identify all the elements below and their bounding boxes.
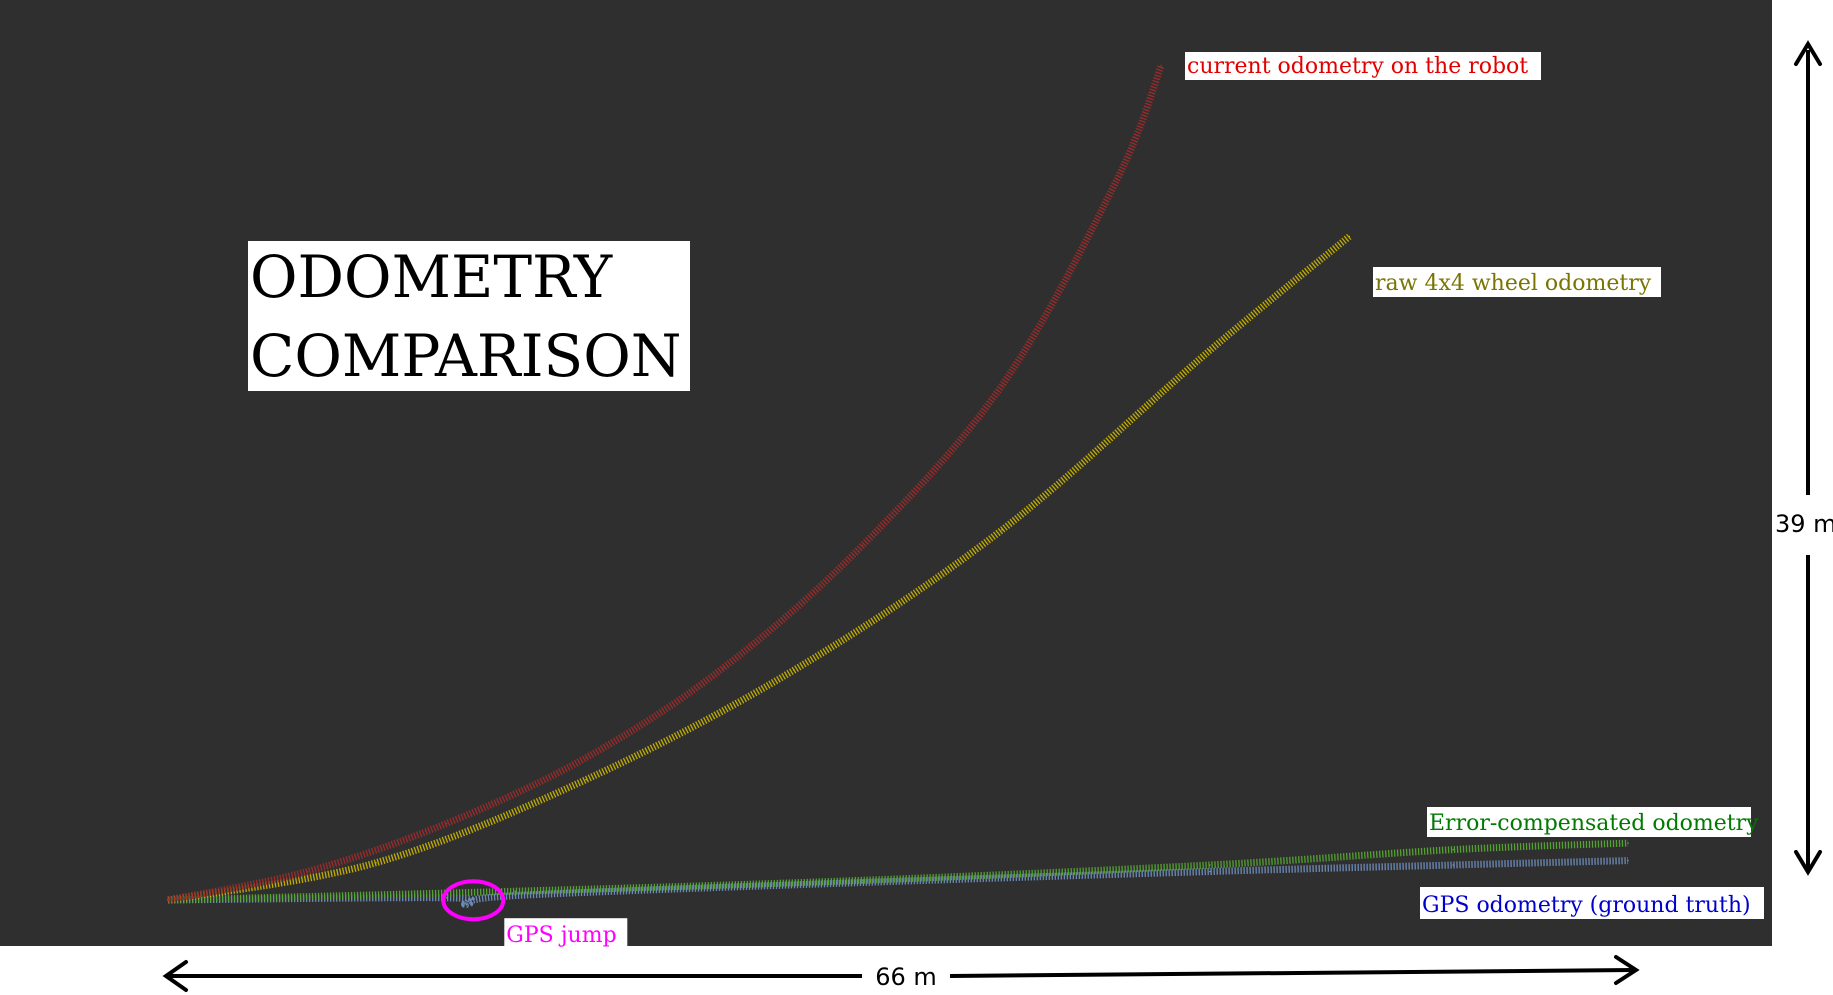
series-point-raw-4x4-wheel-odometry	[1001, 529, 1003, 531]
series-point-error-compensated-odometry	[514, 890, 517, 892]
trajectory-lines	[167, 64, 1629, 908]
plot-background	[0, 0, 1772, 946]
series-point-current-odometry-on-the-robot	[722, 667, 724, 669]
series-point-raw-4x4-wheel-odometry	[793, 669, 795, 671]
series-point-gps-odometry-ground-truth	[1627, 859, 1629, 862]
series-point-raw-4x4-wheel-odometry	[1209, 349, 1211, 352]
series-point-gps-odometry-ground-truth	[861, 881, 864, 884]
series-point-error-compensated-odometry	[1209, 864, 1211, 866]
series-point-gps-odometry-ground-truth	[514, 894, 517, 897]
series-line-current-odometry-on-the-robot	[167, 64, 1165, 904]
series-point-raw-4x4-wheel-odometry	[1348, 235, 1351, 238]
legend-label-gps-odometry-ground-truth: GPS odometry (ground truth)	[1420, 887, 1764, 919]
series-point-raw-4x4-wheel-odometry	[375, 862, 377, 864]
x-arrow-right-head	[1614, 955, 1640, 985]
legend-label-text: GPS odometry (ground truth)	[1422, 893, 1751, 918]
series-point-gps-odometry-ground-truth	[1452, 864, 1454, 866]
y-extent-label: 39 m	[1775, 510, 1833, 538]
series-point-current-odometry-on-the-robot	[1116, 178, 1118, 181]
series-point-error-compensated-odometry	[1452, 848, 1454, 851]
x-extent-label: 66 m	[875, 963, 937, 991]
y-arrow-top-head	[1794, 40, 1822, 66]
series-point-current-odometry-on-the-robot	[445, 822, 448, 825]
gps-jump-label: GPS jump	[506, 923, 616, 948]
series-point-gps-odometry-ground-truth	[445, 897, 448, 899]
series-line-error-compensated-odometry	[167, 839, 1629, 904]
title-box	[248, 241, 690, 391]
chart-title: ODOMETRY COMPARISON	[248, 241, 690, 391]
series-point-gps-odometry-ground-truth	[465, 903, 468, 906]
x-extent-label-bg	[862, 960, 950, 992]
scale-arrows: 66 m 39 m	[162, 40, 1833, 992]
legend-label-text: Error-compensated odometry	[1429, 811, 1759, 836]
series-point-error-compensated-odometry	[861, 879, 864, 882]
title-line-1: ODOMETRY	[250, 243, 613, 311]
x-arrow-left-head	[162, 960, 188, 992]
legend-label-box	[1427, 807, 1751, 837]
series-point-current-odometry-on-the-robot	[306, 870, 309, 873]
legend-label-box	[1420, 887, 1764, 919]
y-extent-label-bg	[1772, 500, 1833, 550]
y-arrow-bottom-head	[1794, 850, 1822, 876]
series-point-current-odometry-on-the-robot	[861, 544, 864, 547]
legend-label-text: current odometry on the robot	[1187, 54, 1528, 79]
legend-label-current-odometry-on-the-robot: current odometry on the robot	[1185, 52, 1541, 80]
series-point-current-odometry-on-the-robot	[1160, 64, 1162, 67]
legend-label-text: raw 4x4 wheel odometry	[1375, 271, 1652, 296]
legend-label-error-compensated-odometry: Error-compensated odometry	[1427, 807, 1759, 837]
title-line-2: COMPARISON	[250, 322, 682, 390]
series-point-raw-4x4-wheel-odometry	[585, 778, 587, 781]
series-point-gps-odometry-ground-truth	[1209, 870, 1211, 873]
series-point-current-odometry-on-the-robot	[585, 756, 587, 759]
gps-jump-label-box	[504, 918, 628, 950]
gps-jump-circle	[441, 879, 506, 922]
series-labels: current odometry on the robot raw 4x4 whe…	[1185, 52, 1764, 919]
x-arrow-right-shaft	[949, 968, 1634, 978]
series-point-current-odometry-on-the-robot	[1001, 384, 1003, 387]
series-point-error-compensated-odometry	[1627, 842, 1629, 844]
legend-label-box	[1185, 52, 1541, 80]
series-point-current-odometry-on-the-robot	[167, 899, 169, 901]
legend-label-box	[1373, 267, 1661, 297]
annotations: GPS jump	[441, 879, 628, 950]
legend-label-raw-4x4-wheel-odometry: raw 4x4 wheel odometry	[1373, 267, 1661, 297]
